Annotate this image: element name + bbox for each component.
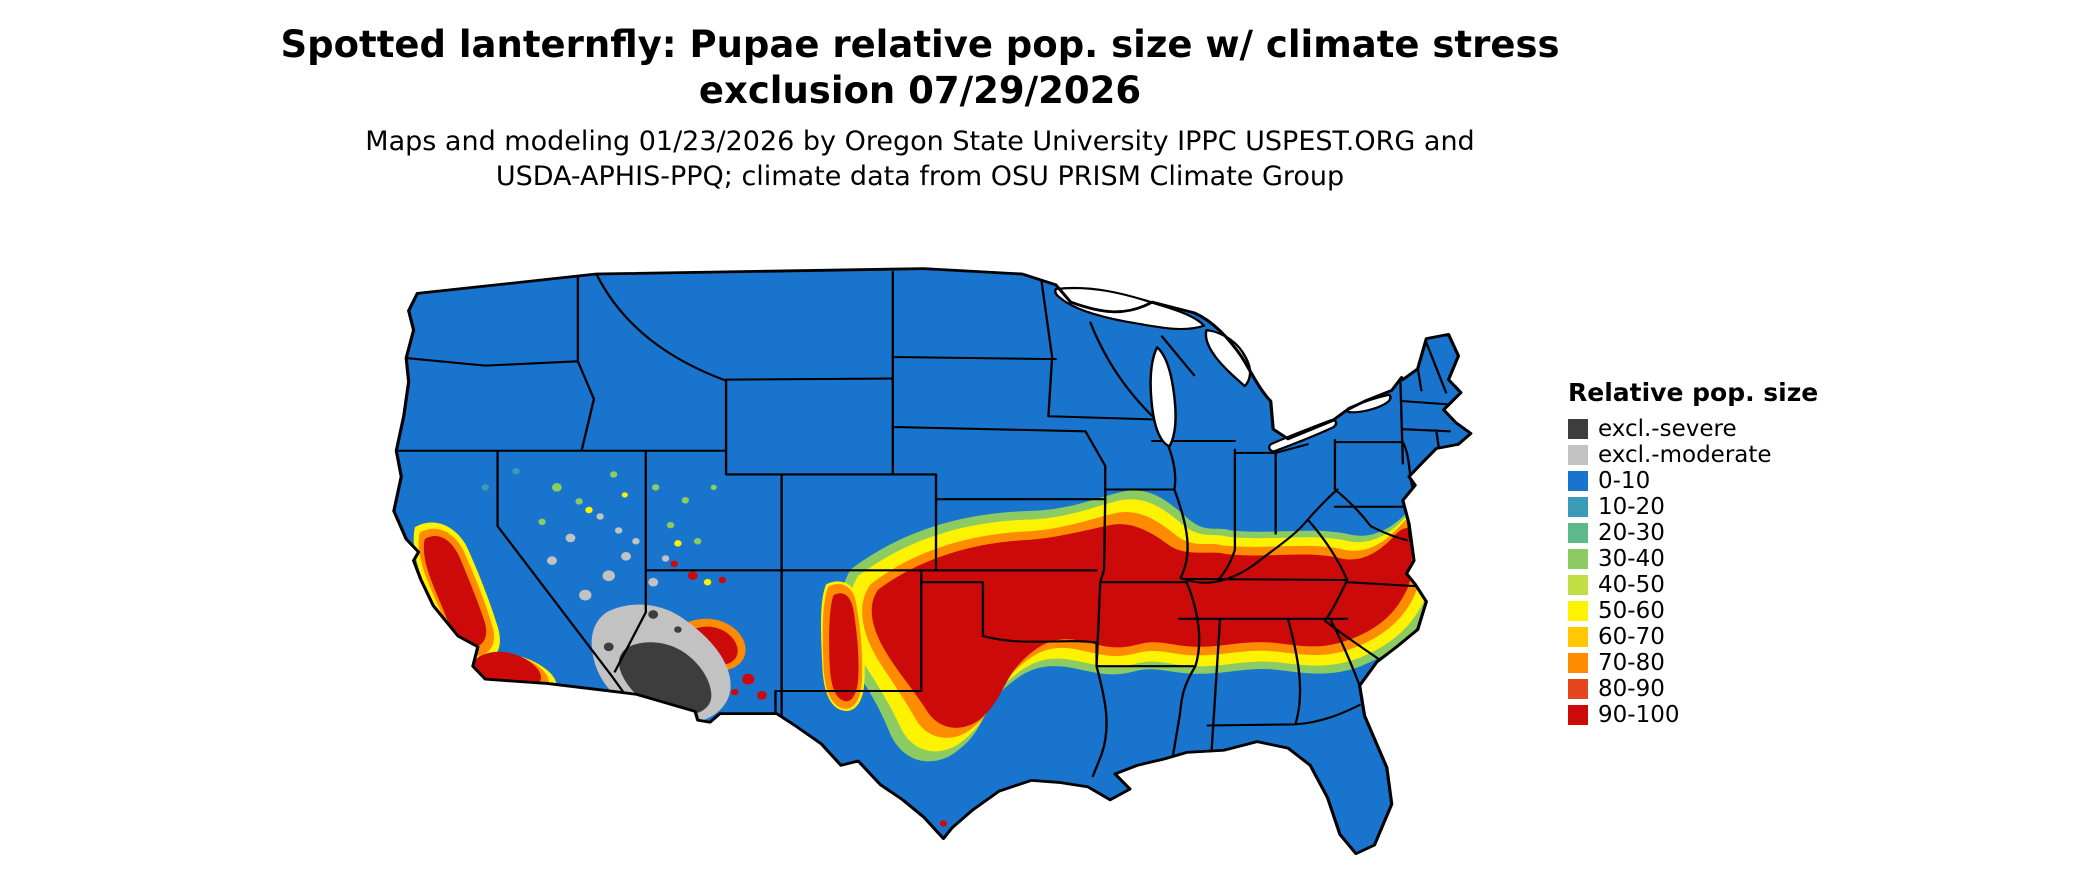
us-outline (392, 267, 1473, 856)
legend-swatch (1568, 523, 1588, 543)
legend-item: 0-10 (1568, 468, 1898, 494)
legend: Relative pop. size excl.-severe excl.-mod… (1568, 378, 1898, 731)
us-map (392, 267, 1473, 856)
legend-label: 10-20 (1598, 494, 1665, 520)
map-title: Spotted lanternfly: Pupae relative pop. … (0, 22, 1840, 114)
legend-title: Relative pop. size (1568, 378, 1819, 407)
legend-swatch (1568, 445, 1588, 465)
legend-item: 30-40 (1568, 546, 1898, 572)
legend-label: excl.-severe (1598, 416, 1737, 442)
map-subtitle-line2: USDA-APHIS-PPQ; climate data from OSU PR… (495, 161, 1345, 192)
map-title-line2: exclusion 07/29/2026 (698, 69, 1142, 112)
legend-item: excl.-severe (1568, 416, 1898, 442)
legend-item: 50-60 (1568, 598, 1898, 624)
us-map-container (300, 218, 1535, 886)
map-title-line1: Spotted lanternfly: Pupae relative pop. … (280, 23, 1560, 66)
legend-label: 50-60 (1598, 598, 1665, 624)
legend-swatch (1568, 705, 1588, 725)
raster-band-red (423, 524, 1414, 827)
lake-superior (1053, 286, 1206, 331)
legend-swatch (1568, 679, 1588, 699)
legend-item: 10-20 (1568, 494, 1898, 520)
legend-item: 90-100 (1568, 702, 1898, 728)
legend-item: 40-50 (1568, 572, 1898, 598)
legend-item: excl.-moderate (1568, 442, 1898, 468)
lake-huron (1204, 328, 1252, 388)
legend-label: 90-100 (1598, 702, 1680, 728)
legend-swatch (1568, 497, 1588, 517)
legend-label: excl.-moderate (1598, 442, 1772, 468)
legend-item: 60-70 (1568, 624, 1898, 650)
legend-item: 70-80 (1568, 650, 1898, 676)
legend-item: 20-30 (1568, 520, 1898, 546)
state-borders (395, 270, 1451, 778)
legend-swatch (1568, 627, 1588, 647)
legend-label: 80-90 (1598, 676, 1665, 702)
legend-swatch (1568, 653, 1588, 673)
legend-item: 80-90 (1568, 676, 1898, 702)
legend-swatch (1568, 549, 1588, 569)
legend-label: 30-40 (1598, 546, 1665, 572)
legend-label: 70-80 (1598, 650, 1665, 676)
lake-michigan (1149, 346, 1177, 448)
legend-label: 40-50 (1598, 572, 1665, 598)
legend-swatch (1568, 419, 1588, 439)
legend-swatch (1568, 601, 1588, 621)
legend-swatch (1568, 471, 1588, 491)
legend-label: 0-10 (1598, 468, 1651, 494)
legend-items: excl.-severe excl.-moderate 0-10 10-20 20-30… (1568, 416, 1898, 728)
map-subtitle-line1: Maps and modeling 01/23/2026 by Oregon S… (365, 126, 1475, 157)
map-subtitle: Maps and modeling 01/23/2026 by Oregon S… (0, 124, 1840, 194)
legend-swatch (1568, 575, 1588, 595)
legend-label: 20-30 (1598, 520, 1665, 546)
legend-label: 60-70 (1598, 624, 1665, 650)
